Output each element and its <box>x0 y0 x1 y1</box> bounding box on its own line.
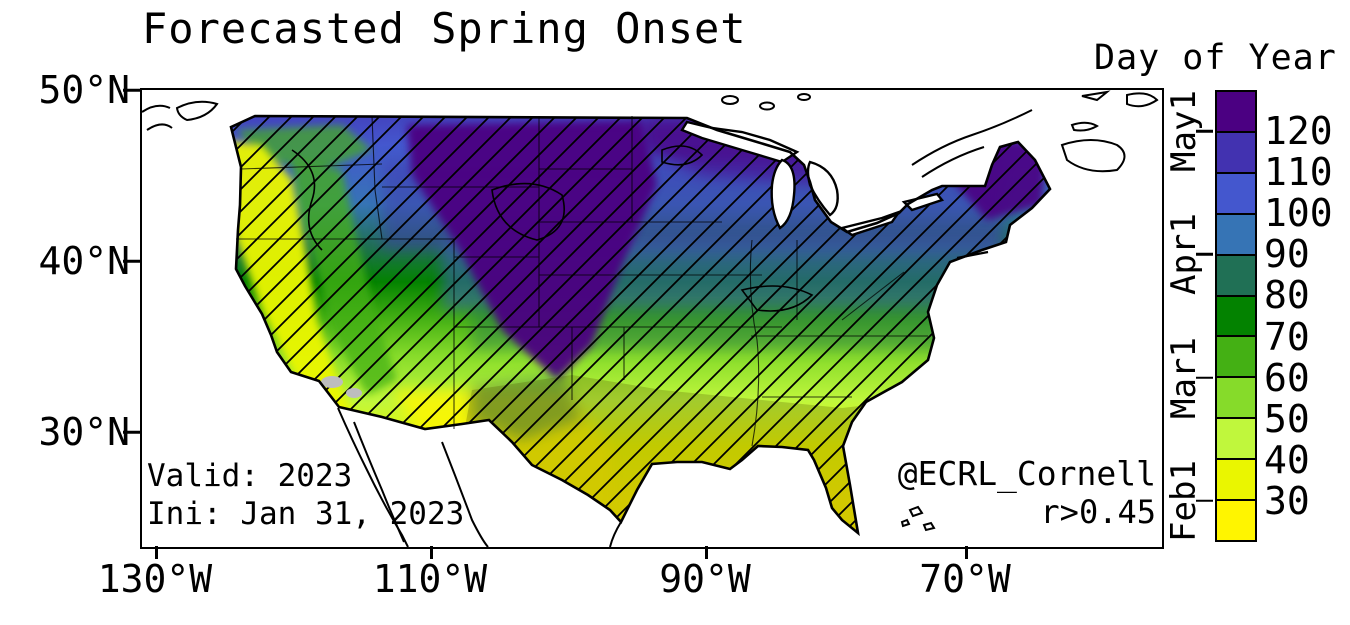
page-title: Forecasted Spring Onset <box>142 4 747 53</box>
map-plot-frame <box>140 88 1164 549</box>
lon-tick-label: 90°W <box>659 557 751 601</box>
threshold-annotation: r>0.45 <box>1040 493 1156 531</box>
colorbar-segment <box>1215 212 1257 256</box>
colorbar-month-tick <box>1196 253 1213 256</box>
colorbar-month-tick <box>1196 376 1213 379</box>
lon-tick-label: 70°W <box>919 557 1011 601</box>
colorbar-segment <box>1215 458 1257 502</box>
colorbar-segment <box>1215 90 1257 133</box>
valid-annotation: Valid: 2023 <box>147 458 353 494</box>
colorbar-tick-label: 40 <box>1264 437 1310 482</box>
colorbar-segment <box>1215 499 1257 542</box>
state-boundaries <box>236 115 928 447</box>
lon-tick-label: 110°W <box>372 557 488 601</box>
colorbar-tick-label: 50 <box>1264 396 1310 441</box>
colorbar <box>1215 90 1257 542</box>
lat-tick-label: 40°N <box>38 239 130 283</box>
colorbar-segment <box>1215 171 1257 215</box>
lat-tick-mark <box>123 259 140 263</box>
colorbar-tick-label: 70 <box>1264 314 1310 359</box>
colorbar-tick-label: 120 <box>1264 109 1333 154</box>
lon-tick-mark <box>430 546 433 559</box>
no-data-patch <box>346 388 362 398</box>
lat-tick-mark <box>123 430 140 434</box>
us-outline <box>229 114 1052 537</box>
lon-tick-mark <box>965 546 968 559</box>
significance-contours <box>291 145 814 312</box>
colorbar-tick-label: 110 <box>1264 150 1333 195</box>
colorbar-title: Day of Year <box>1094 38 1337 78</box>
neighboring-coastlines <box>142 90 1159 547</box>
colorbar-tick-label: 80 <box>1264 273 1310 318</box>
colorbar-segment <box>1215 253 1257 297</box>
lon-tick-label: 130°W <box>97 557 213 601</box>
lat-tick-label: 30°N <box>38 410 130 454</box>
colorbar-month-tick <box>1196 499 1213 503</box>
lat-tick-mark <box>123 88 140 92</box>
lat-tick-label: 50°N <box>38 68 130 112</box>
colorbar-tick-label: 100 <box>1264 191 1333 236</box>
init-annotation: Ini: Jan 31, 2023 <box>147 496 465 532</box>
colorbar-tick-label: 60 <box>1264 355 1310 400</box>
colorbar-tick-label: 30 <box>1264 478 1310 523</box>
colorbar-segment <box>1215 417 1257 461</box>
colorbar-tick-label: 90 <box>1264 232 1310 277</box>
great-lakes <box>680 120 945 237</box>
us-map-canvas <box>142 90 1159 547</box>
no-data-patch <box>321 376 343 388</box>
lon-tick-mark <box>705 546 708 559</box>
colorbar-month-tick <box>1196 129 1213 133</box>
colorbar-segment <box>1215 130 1257 174</box>
lon-tick-mark <box>155 546 158 559</box>
colorbar-segment <box>1215 294 1257 338</box>
colorbar-segment <box>1215 335 1257 379</box>
credit-annotation: @ECRL_Cornell <box>897 454 1156 493</box>
colorbar-segment <box>1215 376 1257 420</box>
